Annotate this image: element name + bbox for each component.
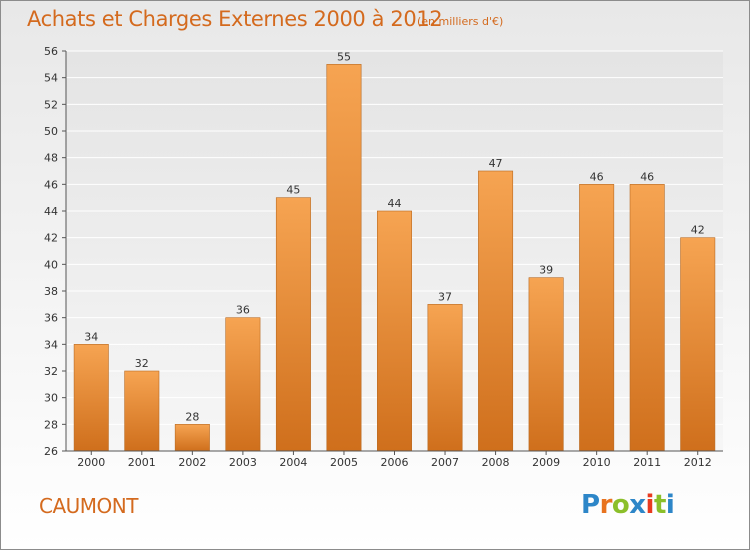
- bar-2006: [377, 210, 412, 452]
- bar-2000: [73, 344, 109, 452]
- logo-letter: P: [581, 490, 600, 520]
- x-tick-label: 2006: [381, 456, 409, 469]
- y-tick-label: 42: [44, 232, 58, 245]
- y-tick-label: 52: [44, 98, 58, 111]
- data-label-2007: 37: [438, 290, 452, 303]
- y-tick-label: 44: [44, 205, 58, 218]
- logo-letter: o: [611, 490, 630, 520]
- x-tick-label: 2007: [431, 456, 459, 469]
- y-tick-label: 32: [44, 365, 58, 378]
- data-label-2000: 34: [84, 330, 98, 343]
- labels: 26 28 30 32 34 36 38 40 42 44 46 48 50 52 54 56 34 2000 32…: [44, 45, 712, 469]
- bar-2004: [275, 197, 311, 452]
- y-tick-label: 56: [44, 45, 58, 58]
- logo-letter: t: [653, 490, 666, 520]
- logo-letter: x: [629, 490, 646, 520]
- x-tick-label: 2004: [279, 456, 307, 469]
- y-tick-label: 54: [44, 72, 58, 85]
- y-tick-label: 40: [44, 258, 58, 271]
- y-tick-label: 48: [44, 152, 58, 165]
- logo-letter: i: [645, 490, 655, 520]
- bar-2010: [579, 184, 615, 452]
- data-label-2008: 47: [489, 157, 503, 170]
- data-label-2004: 45: [286, 184, 300, 197]
- x-tick-label: 2003: [229, 456, 257, 469]
- logo-letter: i: [665, 490, 675, 520]
- data-label-2010: 46: [590, 170, 604, 183]
- y-tick-label: 38: [44, 285, 58, 298]
- x-tick-label: 2012: [684, 456, 712, 469]
- bar-2009: [528, 277, 564, 452]
- data-label-2012: 42: [691, 224, 705, 237]
- data-label-2002: 28: [185, 410, 199, 423]
- data-label-2006: 44: [388, 197, 402, 210]
- axes: [62, 50, 723, 455]
- data-label-2011: 46: [640, 170, 654, 183]
- bar-2002: [174, 424, 210, 452]
- bar-2001: [124, 370, 160, 452]
- data-label-2009: 39: [539, 264, 553, 277]
- bar-2008: [478, 170, 514, 452]
- y-tick-label: 46: [44, 178, 58, 191]
- x-tick-label: 2001: [128, 456, 156, 469]
- y-tick-label: 50: [44, 125, 58, 138]
- x-tick-label: 2010: [583, 456, 611, 469]
- x-tick-label: 2008: [482, 456, 510, 469]
- x-tick-label: 2009: [532, 456, 560, 469]
- chart-title: Achats et Charges Externes 2000 à 2012: [27, 7, 443, 31]
- bar-2005: [326, 64, 362, 452]
- data-label-2005: 55: [337, 50, 351, 63]
- y-tick-label: 28: [44, 418, 58, 431]
- x-tick-label: 2005: [330, 456, 358, 469]
- y-tick-label: 26: [44, 445, 58, 458]
- y-tick-label: 30: [44, 392, 58, 405]
- x-tick-label: 2000: [77, 456, 105, 469]
- y-tick-label: 36: [44, 312, 58, 325]
- bar-2003: [225, 317, 261, 452]
- x-tick-label: 2002: [178, 456, 206, 469]
- data-label-2001: 32: [135, 357, 149, 370]
- bar-2012: [680, 237, 716, 452]
- bar-2011: [629, 184, 665, 452]
- proxiti-logo: Proxiti: [581, 490, 675, 520]
- chart-subtitle: (en milliers d'€): [417, 15, 504, 28]
- bar-2007: [427, 304, 463, 452]
- town-name: CAUMONT: [39, 494, 138, 518]
- x-tick-label: 2011: [633, 456, 661, 469]
- logo-letter: r: [599, 490, 613, 520]
- data-label-2003: 36: [236, 304, 250, 317]
- bars: [73, 64, 716, 452]
- y-tick-label: 34: [44, 338, 58, 351]
